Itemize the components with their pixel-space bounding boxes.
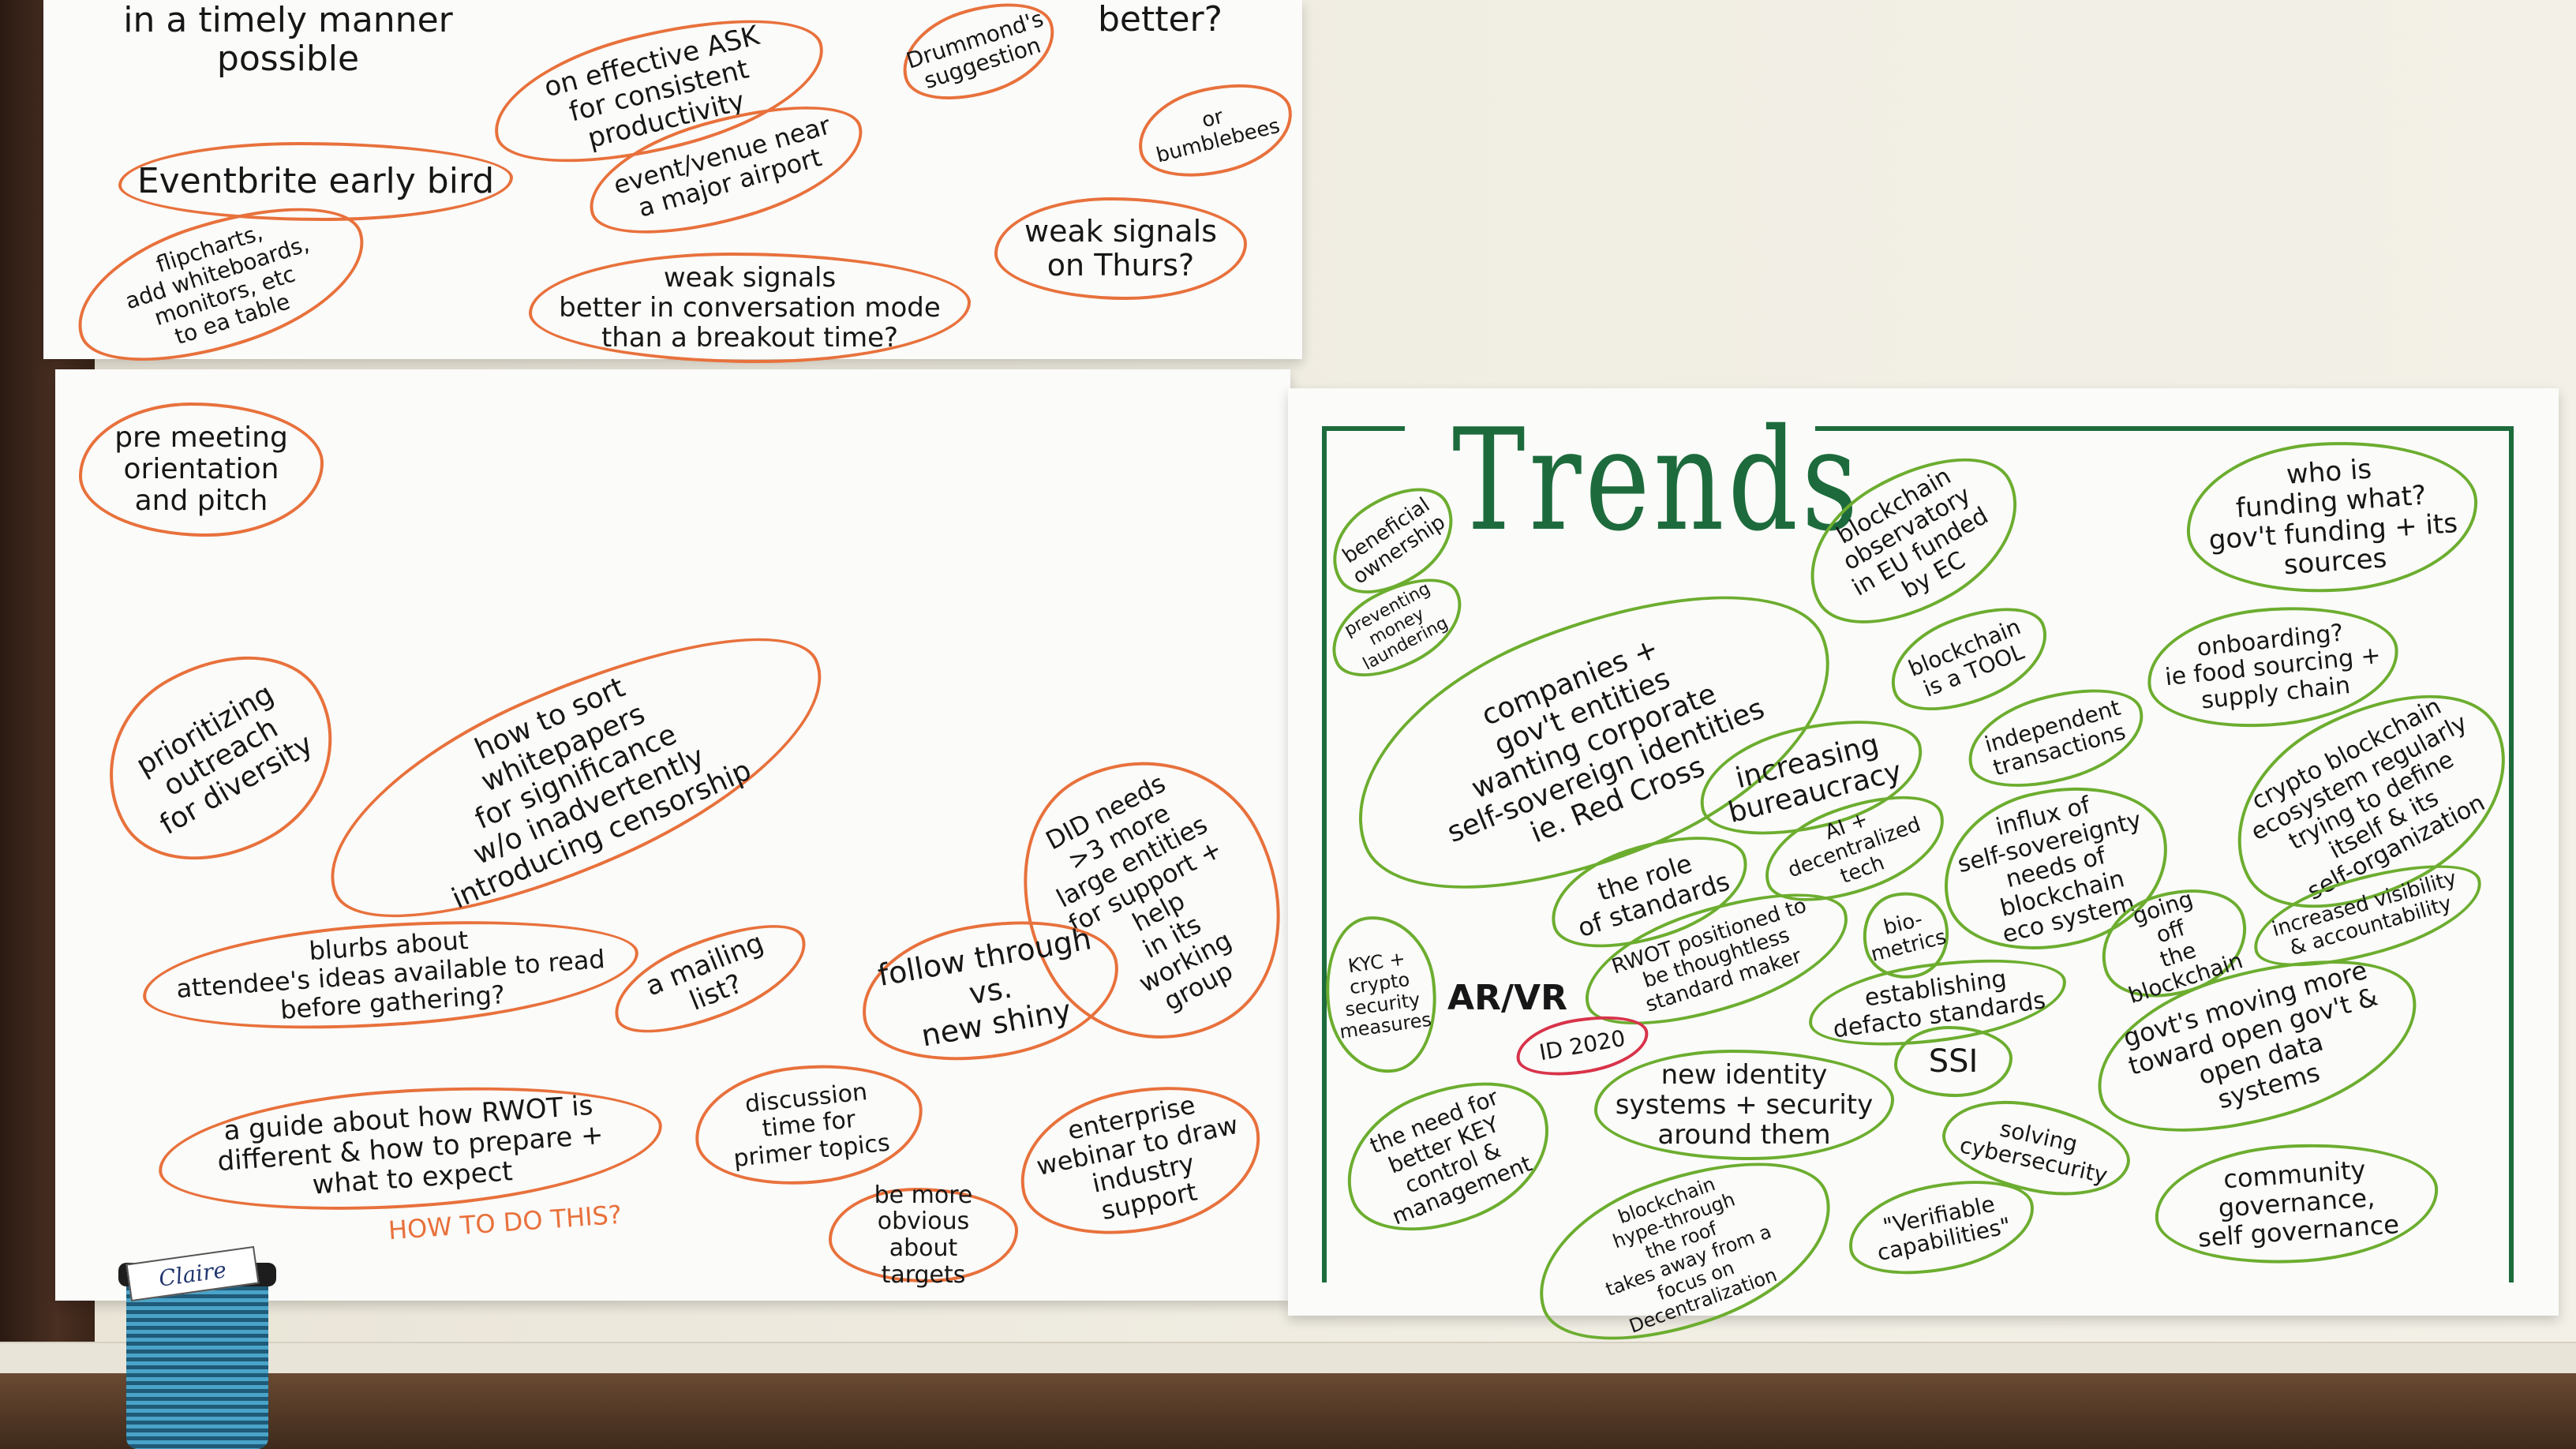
flipchart-trends <box>1288 388 2559 1316</box>
trends-title: Trends <box>1452 399 1862 562</box>
note-new-identity-systems: new identity systems + security around t… <box>1594 1050 1894 1160</box>
wood-floor <box>0 1373 2576 1449</box>
note-weak-signals-conversation: weak signals better in conversation mode… <box>529 253 971 363</box>
note-better: better? <box>1097 0 1223 40</box>
note-pre-meeting: pre meeting orientation and pitch <box>79 402 324 537</box>
trends-frame <box>1322 426 2514 1282</box>
note-ar-vr: AR/VR <box>1447 978 1567 1019</box>
note-obvious-targets: be more obvious about targets <box>829 1182 1018 1288</box>
note-eventbrite: Eventbrite early bird <box>118 142 513 221</box>
trends-frame-gap <box>1405 418 1815 434</box>
cup <box>126 1271 268 1449</box>
baseboard <box>0 1342 2576 1378</box>
note-timely-manner: in a timely manner possible <box>123 0 453 79</box>
note-ssi: SSI <box>1894 1026 2012 1097</box>
note-weak-signals-thurs: weak signals on Thurs? <box>994 197 1247 300</box>
